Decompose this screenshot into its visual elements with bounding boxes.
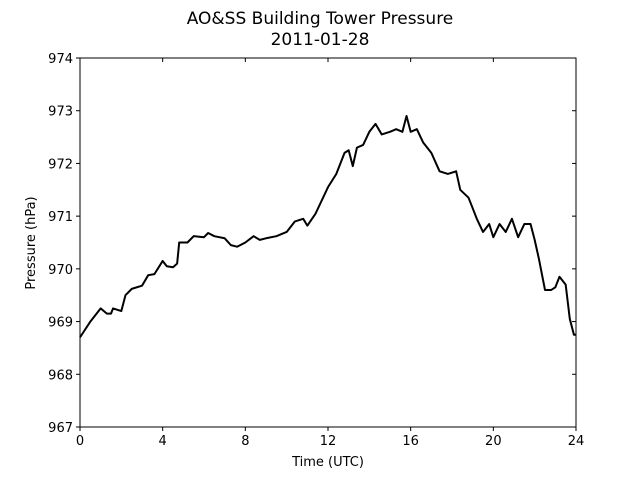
y-tick-label: 967 xyxy=(48,421,73,436)
y-tick-label: 973 xyxy=(48,105,73,120)
y-tick-label: 969 xyxy=(48,316,73,331)
x-tick-label: 20 xyxy=(485,434,502,449)
plot-frame xyxy=(79,57,577,428)
y-tick-label: 972 xyxy=(48,157,73,172)
x-tick-label: 8 xyxy=(241,434,249,449)
x-tick-label: 12 xyxy=(320,434,337,449)
x-tick-label: 16 xyxy=(402,434,419,449)
x-tick-label: 0 xyxy=(76,434,84,449)
x-tick-label: 4 xyxy=(159,434,167,449)
chart-title: AO&SS Building Tower Pressure xyxy=(187,9,454,29)
chart-subtitle: 2011-01-28 xyxy=(271,30,370,50)
x-tick-label: 24 xyxy=(568,434,585,449)
x-axis-label: Time (UTC) xyxy=(291,455,364,470)
y-tick-label: 974 xyxy=(48,52,73,67)
y-axis-label: Pressure (hPa) xyxy=(24,196,39,289)
line xyxy=(79,114,576,338)
y-tick-label: 971 xyxy=(48,210,73,225)
y-tick-label: 968 xyxy=(48,368,73,383)
y-tick-label: 970 xyxy=(48,263,73,278)
